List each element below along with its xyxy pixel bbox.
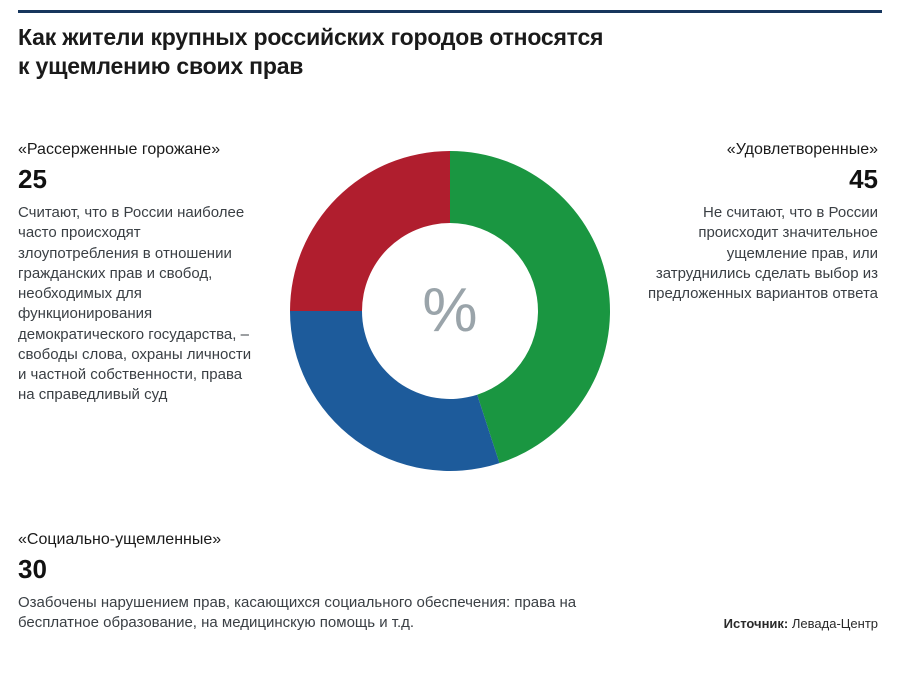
segment-angry: «Рассерженные горожане» 25 Считают, что …: [18, 139, 253, 406]
segment-social-desc: Озабочены нарушением прав, касающихся со…: [18, 593, 578, 634]
segment-social: «Социально-ущемленные» 30 Озабочены нару…: [18, 529, 578, 634]
title-line-2: к ущемлению своих прав: [18, 53, 303, 79]
top-rule: [18, 10, 882, 13]
chart-stage: % «Рассерженные горожане» 25 Считают, чт…: [0, 81, 900, 641]
title-line-1: Как жители крупных российских городов от…: [18, 24, 603, 50]
segment-angry-label: «Рассерженные горожане»: [18, 139, 253, 161]
segment-social-label: «Социально-ущемленные»: [18, 529, 578, 551]
page-title: Как жители крупных российских городов от…: [18, 23, 882, 81]
segment-angry-desc: Считают, что в России наиболее часто про…: [18, 203, 253, 406]
segment-angry-value: 25: [18, 162, 253, 197]
donut-chart: %: [280, 141, 620, 481]
source-value: Левада-Центр: [792, 616, 878, 631]
slice-angry: [290, 151, 450, 311]
segment-satisfied: «Удовлетворенные» 45 Не считают, что в Р…: [648, 139, 878, 305]
donut-svg: [280, 141, 620, 481]
segment-satisfied-desc: Не считают, что в России происходит знач…: [648, 203, 878, 304]
segment-satisfied-value: 45: [648, 162, 878, 197]
slice-social: [290, 311, 499, 471]
source-line: Источник: Левада-Центр: [724, 616, 878, 631]
source-label: Источник:: [724, 616, 789, 631]
segment-social-value: 30: [18, 552, 578, 587]
segment-satisfied-label: «Удовлетворенные»: [648, 139, 878, 161]
